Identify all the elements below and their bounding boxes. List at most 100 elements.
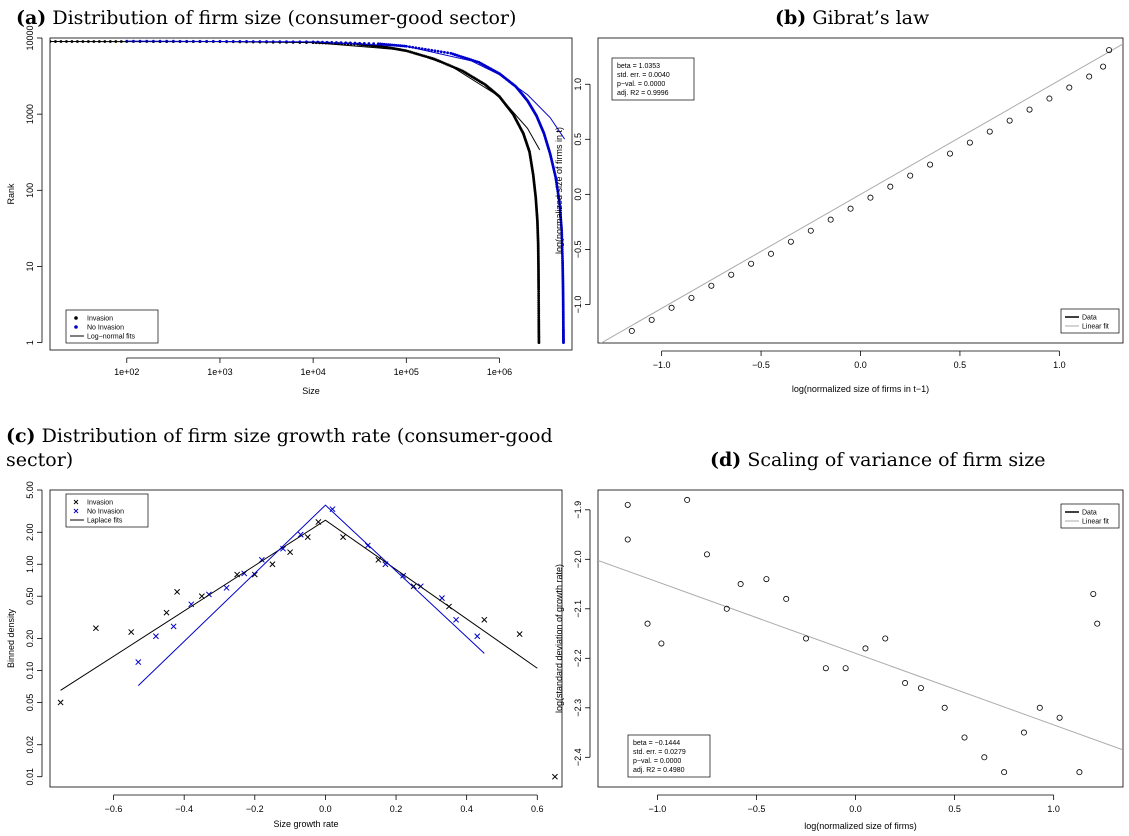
x-tick-label: 0.5: [948, 804, 961, 814]
fit-line: [137, 504, 485, 686]
x-tick-label: 1e+05: [394, 367, 419, 377]
caption-b: (b) Gibrat’s law: [775, 6, 1115, 30]
x-tick-label: 0.2: [390, 804, 403, 814]
data-point: [728, 271, 735, 278]
data-point: [981, 754, 988, 761]
y-axis-title: Rank: [6, 183, 16, 205]
y-tick-label: −1.9: [573, 501, 583, 519]
data-point: [1100, 63, 1107, 70]
plot-frame: [49, 489, 563, 788]
data-point: [558, 210, 562, 214]
y-tick-label: 0.0: [573, 188, 583, 201]
data-point: [688, 294, 695, 301]
caption-a-tag: (a): [16, 7, 47, 29]
legend-label: Data: [1082, 510, 1097, 517]
data-point: [559, 218, 563, 222]
data-point: [537, 316, 541, 319]
data-point: [364, 542, 371, 549]
data-point: [287, 549, 294, 556]
x-tick-label: −0.4: [175, 804, 193, 814]
chart-a-data: [50, 39, 566, 345]
legend-swatch: [74, 325, 78, 329]
data-point: [763, 576, 770, 583]
data-point: [907, 172, 914, 179]
data-point: [560, 226, 563, 230]
legend-label: Linear fit: [1082, 519, 1109, 526]
data-point: [188, 601, 195, 608]
x-tick-label: 1e+03: [207, 367, 232, 377]
data-point: [560, 239, 564, 243]
caption-c: (c) Distribution of firm size growth rat…: [6, 424, 586, 472]
data-point: [128, 629, 135, 636]
y-tick-label: −2.0: [573, 550, 583, 568]
data-point: [551, 773, 558, 780]
y-tick-label: 10: [25, 261, 35, 271]
data-point: [453, 616, 460, 623]
data-point: [560, 248, 564, 252]
x-tick-label: 1.0: [1053, 360, 1066, 370]
data-point: [516, 631, 523, 638]
stats-line: beta = −0.1444: [633, 740, 680, 747]
data-point: [1076, 769, 1083, 776]
x-axis-title: log(normalized size of firms in t−1): [792, 384, 929, 394]
data-point: [223, 584, 230, 591]
data-point: [624, 536, 631, 543]
data-point: [560, 228, 564, 232]
y-tick-label: 0.50: [25, 587, 35, 605]
plot-frame: [49, 37, 573, 351]
data-point: [966, 139, 973, 146]
y-tick-label: 1000: [25, 104, 35, 124]
data-point: [1094, 620, 1101, 627]
x-tick-label: 0.6: [531, 804, 544, 814]
data-point: [559, 214, 562, 218]
x-tick-label: 1e+04: [300, 367, 325, 377]
data-point: [1106, 47, 1113, 54]
data-point: [433, 49, 437, 53]
data-point: [946, 150, 953, 157]
data-point: [443, 50, 446, 54]
data-point: [561, 254, 564, 258]
stats-line: std. err. = 0.0040: [617, 72, 670, 79]
data-point: [768, 250, 775, 257]
data-point: [561, 256, 564, 260]
caption-c-tag: (c): [6, 425, 36, 447]
legend-label: Linear fit: [1082, 324, 1109, 331]
data-point: [251, 571, 258, 578]
x-tick-label: 0.0: [849, 804, 862, 814]
data-point: [427, 48, 430, 52]
data-point: [917, 685, 924, 692]
chart-b-data: [628, 47, 1113, 334]
x-tick-label: 1e+06: [487, 367, 512, 377]
stats-box: [611, 57, 695, 101]
x-tick-label: 0.4: [460, 804, 473, 814]
caption-c-text: Distribution of firm size growth rate (c…: [6, 425, 553, 471]
y-tick-label: 0.10: [25, 662, 35, 680]
data-point: [170, 623, 177, 630]
data-point: [560, 233, 564, 236]
legend-label: Data: [1082, 315, 1097, 322]
caption-b-tag: (b): [775, 7, 807, 29]
x-tick-label: −1.0: [649, 804, 667, 814]
y-axis-title: Binned density: [6, 608, 16, 668]
caption-d-tag: (d): [710, 449, 742, 471]
chart-b: −1.0 −0.5 0.0 0.5 1.0 −1.0 −0.5 0.0 0.5 1.0 log(no…: [554, 37, 1124, 394]
caption-d-text: Scaling of variance of firm size: [747, 449, 1046, 471]
data-point: [560, 243, 564, 247]
data-point: [867, 194, 874, 201]
data-point: [297, 531, 304, 538]
data-point: [1036, 704, 1043, 711]
x-tick-label: 1.0: [1047, 804, 1060, 814]
x-tick-label: 0.0: [319, 804, 332, 814]
data-point: [481, 616, 488, 623]
data-point: [644, 620, 651, 627]
legend-label: No Invasion: [87, 325, 124, 332]
data-point: [708, 282, 715, 289]
data-point: [847, 205, 854, 212]
data-point: [961, 734, 968, 741]
stats-line: adj. R2 = 0.4980: [633, 767, 685, 774]
data-point: [559, 212, 562, 216]
data-point: [537, 303, 541, 306]
data-point: [927, 161, 934, 168]
caption-b-text: Gibrat’s law: [812, 7, 930, 29]
data-point: [628, 327, 635, 334]
